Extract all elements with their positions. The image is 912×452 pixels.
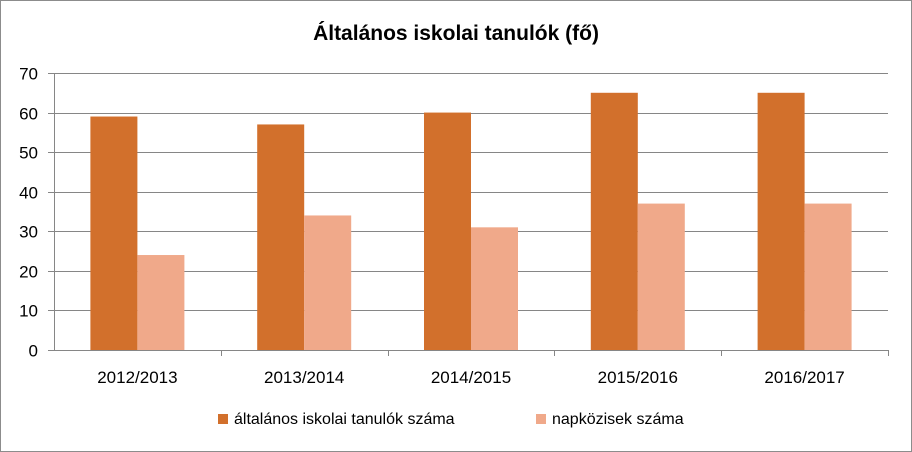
x-tick-label: 2014/2015 (431, 368, 511, 387)
bar (424, 112, 471, 350)
y-tick-label: 0 (29, 342, 38, 361)
legend-label: általános iskolai tanulók száma (234, 411, 455, 428)
legend-label: napközisek száma (552, 411, 684, 428)
x-tick-label: 2013/2014 (264, 368, 344, 387)
bar (257, 124, 305, 350)
bar (590, 92, 638, 351)
bars (90, 92, 852, 351)
y-tick-label: 30 (19, 223, 38, 242)
y-tick-label: 20 (19, 263, 38, 282)
bar (637, 203, 685, 350)
x-tick-label: 2016/2017 (764, 368, 844, 387)
bar (757, 92, 805, 351)
x-axis: 2012/2013 2013/2014 2014/2015 2015/2016 2016… (54, 350, 889, 387)
y-tick-label: 50 (19, 144, 38, 163)
legend-swatch (218, 414, 228, 424)
bar (90, 116, 138, 351)
y-tick-label: 10 (19, 302, 38, 321)
y-tick-label: 70 (19, 65, 38, 84)
x-tick-label: 2015/2016 (598, 368, 678, 387)
bar (304, 215, 352, 350)
legend: általános iskolai tanulók száma napközise… (218, 411, 684, 428)
legend-swatch (536, 414, 546, 424)
y-tick-label: 40 (19, 184, 38, 203)
x-tick-label: 2012/2013 (97, 368, 177, 387)
bar (137, 255, 185, 350)
y-axis: 0 10 20 30 40 50 60 70 (19, 65, 55, 361)
chart-title: Általános iskolai tanulók (fő) (313, 22, 599, 45)
bar (804, 203, 852, 350)
bar (471, 227, 518, 350)
y-tick-label: 60 (19, 105, 38, 124)
